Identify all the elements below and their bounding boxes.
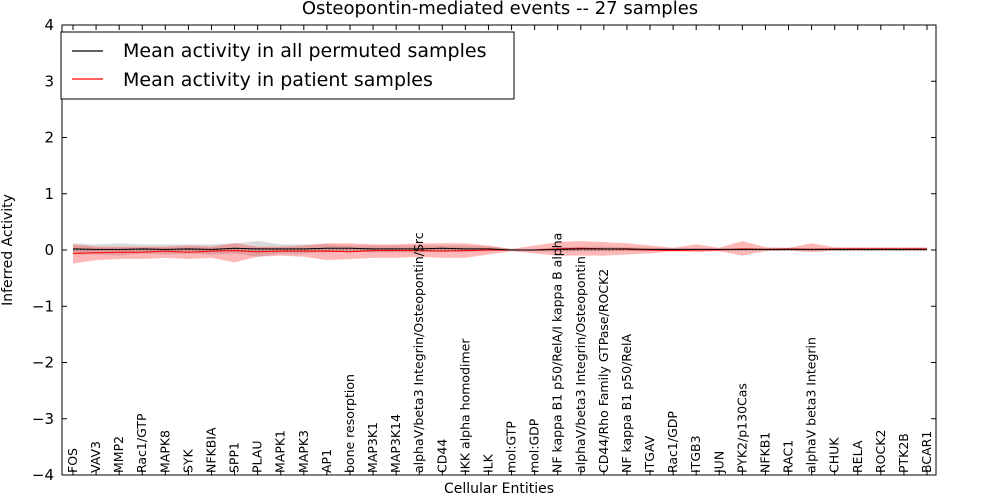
y-tick-label: 4 bbox=[44, 16, 54, 34]
y-tick-label: −2 bbox=[32, 354, 54, 372]
x-tick-label: ITGB3 bbox=[688, 435, 703, 473]
legend-label-permuted: Mean activity in all permuted samples bbox=[123, 40, 486, 62]
x-tick-label: ILK bbox=[480, 453, 495, 473]
x-tick-label: MAP3K14 bbox=[388, 414, 403, 473]
series-line-permuted bbox=[72, 247, 927, 251]
x-tick-label: FOS bbox=[65, 448, 80, 473]
y-tick-label: −3 bbox=[32, 410, 54, 428]
x-tick-label: NF kappa B1 p50/RelA bbox=[619, 333, 634, 473]
x-tick-label: mol:GTP bbox=[504, 421, 519, 473]
y-tick-label: −1 bbox=[32, 297, 54, 315]
y-tick-label: 1 bbox=[44, 185, 54, 203]
y-axis-label: Inferred Activity bbox=[0, 194, 16, 306]
chart-title: Osteopontin-mediated events -- 27 sample… bbox=[302, 0, 698, 19]
x-tick-label: IKK alpha homodimer bbox=[457, 338, 472, 473]
x-tick-label: ROCK2 bbox=[873, 430, 888, 473]
x-axis-label: Cellular Entities bbox=[444, 481, 554, 497]
x-tick-label: NFKBIA bbox=[203, 427, 218, 473]
x-tick-label: Rac1/GDP bbox=[665, 411, 680, 473]
legend: Mean activity in all permuted samples Me… bbox=[60, 31, 515, 100]
x-tick-label: SPP1 bbox=[227, 442, 242, 473]
y-axis: −4 −3 −2 −1 0 1 2 3 4 bbox=[32, 16, 936, 484]
band-patient bbox=[73, 241, 927, 264]
x-tick-label: PYK2/p130Cas bbox=[734, 383, 749, 473]
x-tick-label: ITGAV bbox=[642, 435, 657, 473]
x-axis: FOS VAV3 MMP2 Rac1/GTP MAPK8 SYK NFKBIA SPP1 PLA… bbox=[65, 25, 934, 475]
x-tick-label: alphaV/beta3 Integrin/Osteopontin/Src bbox=[411, 232, 426, 473]
x-tick-label: SYK bbox=[180, 448, 195, 473]
x-tick-label: Rac1/GTP bbox=[134, 413, 149, 473]
legend-label-patient: Mean activity in patient samples bbox=[123, 69, 433, 91]
x-tick-label: JUN bbox=[711, 451, 726, 474]
y-tick-label: 0 bbox=[44, 241, 54, 259]
x-tick-label: bone resorption bbox=[342, 374, 357, 473]
x-tick-label: alphaV/beta3 Integrin/Osteopontin bbox=[573, 256, 588, 473]
y-tick-label: 3 bbox=[44, 72, 54, 90]
y-tick-label: −4 bbox=[32, 466, 54, 484]
x-tick-label: AP1 bbox=[319, 449, 334, 473]
x-tick-label: MMP2 bbox=[111, 436, 126, 473]
x-tick-label: NFKB1 bbox=[757, 432, 772, 473]
x-tick-label: NF kappa B1 p50/RelA/I kappa B alpha bbox=[550, 233, 565, 473]
x-tick-label: MAPK1 bbox=[273, 430, 288, 473]
x-tick-label: CHUK bbox=[827, 437, 842, 473]
plot-area bbox=[72, 241, 927, 264]
x-tick-label: PTK2B bbox=[896, 433, 911, 473]
band-permuted bbox=[73, 241, 927, 257]
y-tick-label: 2 bbox=[44, 129, 54, 147]
x-tick-label: mol:GDP bbox=[527, 418, 542, 473]
x-tick-label: RAC1 bbox=[781, 440, 796, 473]
x-tick-label: BCAR1 bbox=[919, 431, 934, 473]
x-tick-label: CD44 bbox=[434, 439, 449, 473]
x-tick-label: MAPK8 bbox=[157, 430, 172, 473]
x-tick-label: PLAU bbox=[250, 441, 265, 474]
x-tick-label: CD44/Rho Family GTPase/ROCK2 bbox=[596, 269, 611, 473]
legend-box bbox=[60, 31, 515, 100]
x-tick-label: VAV3 bbox=[88, 441, 103, 473]
x-tick-label: MAPK3 bbox=[296, 430, 311, 473]
x-tick-label: alphaV beta3 Integrin bbox=[804, 337, 819, 473]
x-tick-label: RELA bbox=[850, 440, 865, 473]
x-tick-label: MAP3K1 bbox=[365, 422, 380, 473]
